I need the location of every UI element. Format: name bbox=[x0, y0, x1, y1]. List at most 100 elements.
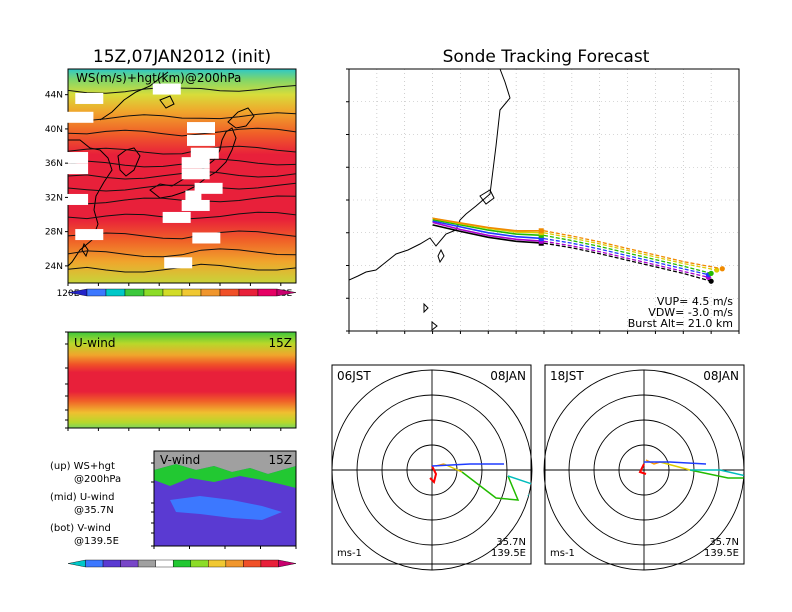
v-colorbar bbox=[67, 559, 297, 568]
track-landing-point bbox=[719, 266, 725, 272]
hodo-right-lat: 35.7N bbox=[709, 537, 739, 548]
height-label-box bbox=[152, 83, 181, 95]
track-params: VUP= 4.5 m/s VDW= -3.0 m/s Burst Alt= 21… bbox=[628, 295, 734, 330]
height-label-box bbox=[185, 190, 202, 202]
param-burst: Burst Alt= 21.0 km bbox=[628, 317, 733, 330]
hodo-left-lon: 139.5E bbox=[491, 548, 526, 559]
track-ascent-line bbox=[432, 218, 545, 237]
track-descent-line bbox=[543, 234, 712, 275]
map-y-tick-label: 24N bbox=[45, 262, 63, 272]
map-y-tick-label: 36N bbox=[45, 159, 63, 169]
v-colorbar-swatch bbox=[190, 559, 209, 568]
uwind-shading bbox=[68, 332, 296, 428]
hodo-left-time: 06JST bbox=[337, 369, 371, 383]
track-descent-line bbox=[543, 242, 712, 282]
hodo-left-date: 08JAN bbox=[490, 369, 526, 383]
vwind-label: V-wind bbox=[160, 453, 200, 467]
track-ascent-line bbox=[432, 221, 545, 243]
track-landing-point bbox=[708, 270, 714, 276]
hodo-left-lat: 35.7N bbox=[496, 537, 526, 548]
map-panel-label: WS(m/s)+hgt(km)@200hPa bbox=[76, 71, 241, 85]
uwind-time: 15Z bbox=[269, 336, 293, 350]
map-panel: WS(m/s)+hgt(km)@200hPa 120E124E128E132E1… bbox=[45, 68, 297, 299]
vwind-panel: V-wind 15Z bbox=[151, 450, 297, 549]
param-vup: VUP= 4.5 m/s bbox=[657, 295, 733, 308]
ws-colorbar-swatch bbox=[257, 288, 278, 297]
track-burst-marker bbox=[538, 238, 544, 244]
hodograph-left: 06JST 08JAN ms-1 35.7N 139.5E bbox=[331, 364, 533, 571]
height-label-box bbox=[187, 134, 215, 146]
v-colorbar-swatch bbox=[208, 559, 227, 568]
hodo-right-lon: 139.5E bbox=[704, 548, 739, 559]
v-colorbar-swatch bbox=[243, 559, 262, 568]
uwind-label: U-wind bbox=[74, 336, 115, 350]
v-colorbar-swatch bbox=[120, 559, 139, 568]
left-title: 15Z,07JAN2012 (init) bbox=[93, 47, 271, 67]
ws-colorbar-swatch bbox=[238, 288, 259, 297]
track-ascent-line bbox=[432, 224, 545, 244]
right-title: Sonde Tracking Forecast bbox=[443, 47, 650, 67]
uwind-x-axis bbox=[67, 428, 282, 431]
hodo-right-unit: ms-1 bbox=[550, 548, 575, 559]
map-y-tick-label: 40N bbox=[45, 125, 63, 135]
v-colorbar-swatch bbox=[173, 559, 191, 568]
vwind-green-area bbox=[154, 464, 296, 488]
hodo-right-time: 18JST bbox=[550, 369, 584, 383]
ws-colorbar-swatch bbox=[105, 288, 126, 297]
param-vdw: VDW= -3.0 m/s bbox=[648, 306, 733, 319]
height-label-box bbox=[181, 157, 210, 169]
ws-colorbar-swatch bbox=[86, 288, 107, 297]
panel-notes: (up) WS+hgt @200hPa (mid) U-wind @35.7N … bbox=[50, 461, 121, 547]
track-burst-marker bbox=[538, 236, 544, 242]
height-contour bbox=[68, 112, 296, 122]
track-bg bbox=[349, 69, 739, 331]
hodo-right-trace bbox=[638, 459, 744, 483]
height-label-box bbox=[181, 168, 210, 180]
ws-colorbar-swatch bbox=[124, 288, 145, 297]
v-colorbar-swatch bbox=[225, 559, 244, 568]
v-colorbar-swatch bbox=[260, 559, 279, 568]
v-colorbar-swatch bbox=[137, 559, 156, 568]
note-mid-1: (mid) U-wind bbox=[50, 492, 114, 503]
height-label-box bbox=[164, 257, 193, 269]
hodograph-right: 18JST 08JAN ms-1 35.7N 139.5E bbox=[543, 364, 745, 571]
vwind-blue-area bbox=[170, 496, 282, 520]
height-contour bbox=[68, 182, 296, 192]
height-contour bbox=[68, 85, 296, 94]
vwind-time: 15Z bbox=[269, 453, 293, 467]
track-ascent-line bbox=[432, 220, 545, 240]
ws-colorbar bbox=[67, 288, 297, 297]
map-y-axis: 44N 40N 36N 32N 28N 24N bbox=[45, 91, 68, 272]
height-label-box bbox=[75, 92, 104, 104]
hodo-left-unit: ms-1 bbox=[337, 548, 362, 559]
vwind-x-axis bbox=[153, 546, 297, 549]
ws-colorbar-swatch bbox=[200, 288, 221, 297]
v-colorbar-swatch bbox=[85, 559, 104, 568]
height-label-box bbox=[65, 111, 94, 123]
v-colorbar-swatch bbox=[102, 559, 121, 568]
height-label-box bbox=[190, 147, 219, 159]
note-bot-1: (bot) V-wind bbox=[50, 523, 111, 534]
track-landing-point bbox=[708, 278, 714, 284]
track-descent-line bbox=[543, 237, 709, 276]
track-grid bbox=[349, 69, 739, 331]
v-colorbar-swatch bbox=[155, 559, 174, 568]
height-label-box bbox=[194, 182, 223, 194]
ws-colorbar-swatch bbox=[276, 288, 297, 297]
ws-colorbar-swatch bbox=[181, 288, 202, 297]
map-y-tick-label: 28N bbox=[45, 228, 63, 238]
map-y-tick-label: 32N bbox=[45, 193, 63, 203]
track-descent-line bbox=[543, 240, 709, 278]
note-up-2: @200hPa bbox=[74, 474, 121, 485]
ws-colorbar-swatch bbox=[219, 288, 240, 297]
uwind-frame bbox=[67, 331, 297, 429]
height-label-box bbox=[75, 229, 104, 241]
height-label-box bbox=[60, 163, 89, 175]
uwind-y-axis bbox=[65, 331, 68, 429]
track-ascent-line bbox=[432, 217, 544, 232]
note-up-1: (up) WS+hgt bbox=[50, 461, 115, 472]
uwind-panel: U-wind 15Z bbox=[65, 331, 297, 431]
map-y-tick-label: 44N bbox=[45, 91, 63, 101]
map-height-labels bbox=[60, 83, 223, 269]
